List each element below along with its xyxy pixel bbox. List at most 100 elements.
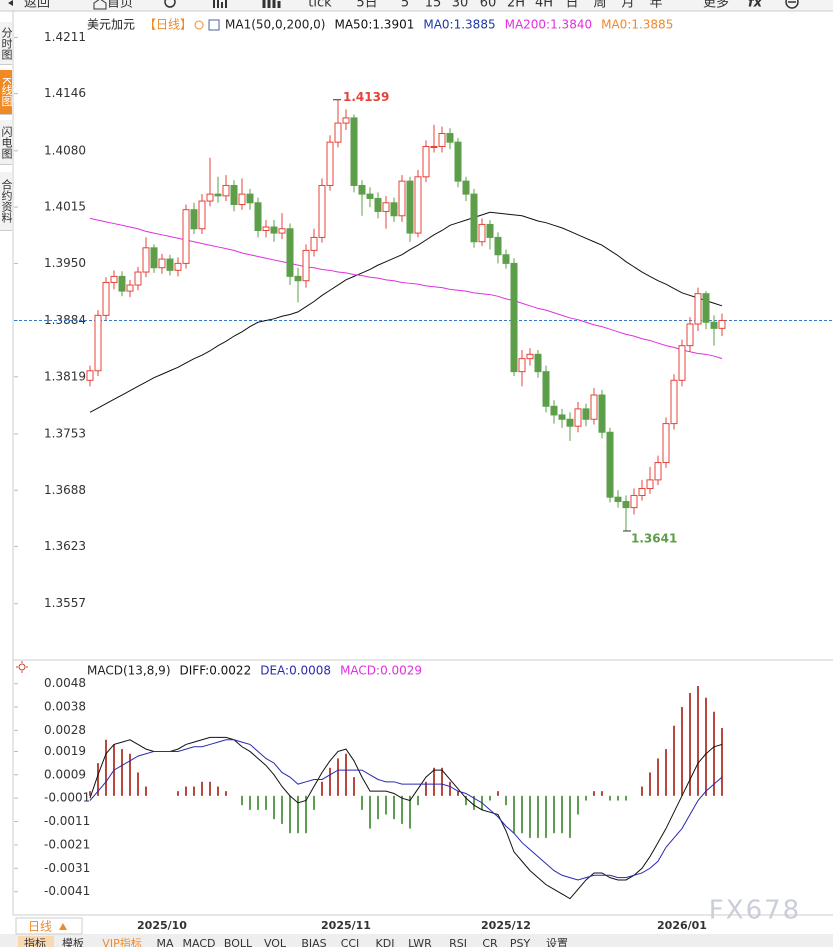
period-arrow[interactable] (59, 923, 67, 930)
candle-body (702, 293, 710, 323)
candle-body (470, 193, 478, 243)
refresh-icon[interactable] (164, 0, 176, 8)
indicator-tab[interactable]: BOLL (224, 937, 253, 947)
candles-icon[interactable] (262, 0, 281, 8)
settings-icon[interactable] (16, 661, 28, 673)
candle-body (262, 226, 270, 231)
candle-body (382, 202, 390, 212)
candle-body (478, 223, 486, 243)
candle-body (614, 496, 622, 503)
indicator-label: MA1(50,0,200,0) (225, 18, 325, 32)
macd-bar (105, 739, 107, 796)
ma-line (89, 211, 723, 413)
toolbar-button[interactable]: 30 (452, 0, 469, 11)
indicator-tab[interactable]: MA (156, 937, 173, 947)
candle-body (422, 145, 430, 178)
candle-body (374, 197, 382, 212)
macd-bar (305, 795, 307, 834)
macd-bar (129, 753, 131, 796)
macd-bar (369, 795, 371, 829)
toolbar-button[interactable]: 返回 (24, 0, 50, 11)
toolbar-button[interactable]: 日 (565, 0, 578, 11)
y-tick-label: 1.3753 (44, 426, 86, 440)
indicator-tab[interactable]: RSI (449, 937, 467, 947)
macd-bar (393, 795, 395, 820)
indicator-tab[interactable]: VIP指标 (102, 936, 141, 947)
candle-body (598, 394, 606, 433)
candle-body (542, 371, 550, 407)
period-button-label[interactable]: 日线 (28, 920, 52, 934)
macd-bar (649, 772, 651, 796)
indicator-icon[interactable] (208, 19, 220, 31)
sidebar-tab[interactable]: K线图 (0, 70, 12, 115)
indicator-tab[interactable]: LWR (408, 937, 432, 947)
toolbar-button[interactable]: 周 (593, 0, 606, 11)
home-icon[interactable] (93, 0, 107, 10)
macd-bar (273, 795, 275, 820)
candle-body (182, 209, 190, 264)
period-icon[interactable] (194, 20, 204, 30)
min-label: 1.3641 (631, 531, 677, 545)
macd-bar (449, 781, 451, 796)
bars-icon[interactable] (213, 0, 227, 8)
candle-body (646, 479, 654, 490)
indicator-tab[interactable]: CCI (341, 937, 360, 947)
sidebar-tab[interactable]: 分时图 (0, 22, 12, 65)
indicator-tab[interactable]: 模板 (62, 936, 84, 947)
macd-bar (585, 795, 587, 801)
macd-bar (553, 795, 555, 834)
toolbar-button[interactable]: 更多 (703, 0, 729, 11)
toolbar-button[interactable]: 15 (425, 0, 442, 11)
toolbar-button[interactable]: 年 (649, 0, 662, 11)
indicator-tab[interactable]: KDJ (376, 937, 395, 947)
y-tick-label: -0.0041 (44, 884, 90, 898)
indicator-tab[interactable]: PSY (510, 937, 531, 947)
macd-bar (353, 777, 355, 796)
indicator-tab[interactable]: 设置 (546, 937, 568, 947)
toolbar-button[interactable]: 2H (507, 0, 525, 11)
candle-body (158, 258, 166, 269)
candle-body (622, 501, 630, 509)
toolbar-button[interactable]: 5 (401, 0, 409, 11)
macd-bar (137, 772, 139, 796)
candle-body (462, 180, 470, 195)
y-tick-label: -0.0031 (44, 861, 90, 875)
macd-bar (537, 795, 539, 838)
macd-bar (121, 749, 123, 796)
tab-active-bg (18, 936, 54, 947)
toolbar-bg (0, 0, 833, 11)
macd-bar (409, 795, 411, 829)
indicator-tab[interactable]: BIAS (301, 937, 326, 947)
indicator-tab[interactable]: MACD (183, 937, 216, 947)
sidebar-tab[interactable]: 合约资料 (0, 172, 12, 231)
macd-bar (417, 795, 419, 806)
candle-body (678, 345, 686, 381)
macd-bar (657, 758, 659, 796)
candle-body (222, 184, 230, 197)
macd-bar (689, 693, 691, 796)
toolbar-button[interactable]: tick (308, 0, 332, 11)
candle-body (582, 408, 590, 420)
candle-body (550, 405, 558, 416)
sidebar-tab[interactable]: 闪电图 (0, 120, 12, 165)
y-tick-label: 0.0048 (44, 676, 86, 690)
toolbar-button[interactable]: 60 (480, 0, 497, 11)
candle-body (454, 141, 462, 182)
y-tick-label: 1.4080 (44, 143, 86, 157)
macd-bar (641, 786, 643, 796)
settings-icon[interactable] (18, 663, 26, 671)
legend-entry: MA0:1.3885 (601, 18, 673, 32)
macd-bar (681, 707, 683, 796)
candle-body (286, 228, 294, 277)
candle-body (446, 133, 454, 143)
candle-body (406, 180, 414, 234)
indicator-tab[interactable]: 指标 (24, 936, 46, 947)
toolbar-button[interactable]: 首页 (107, 0, 133, 11)
toolbar-button[interactable]: fx (748, 0, 763, 11)
toolbar-button[interactable]: 4H (535, 0, 553, 11)
toolbar-button[interactable]: 5日 (356, 0, 377, 11)
zoom-out-icon[interactable] (785, 0, 799, 9)
indicator-tab[interactable]: CR (482, 937, 498, 947)
indicator-tab[interactable]: VOL (264, 937, 287, 947)
toolbar-button[interactable]: 月 (621, 0, 634, 11)
